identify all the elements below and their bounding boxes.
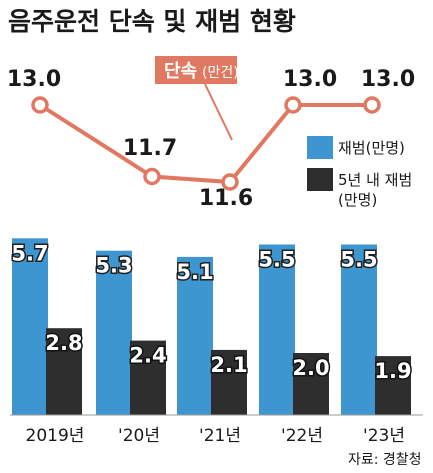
x-tick-0: 2019년 <box>26 426 85 446</box>
legend-label-5yr-unit: (만명) <box>338 191 377 209</box>
chart-title: 음주운전 단속 및 재범 현황 <box>8 7 296 36</box>
bar-repeat-0 <box>12 238 48 415</box>
line-point-2 <box>221 173 239 191</box>
bar-label-5yr-4: 1.9 <box>374 359 411 383</box>
x-tick-1: '20년 <box>118 426 160 446</box>
bar-label-5yr-1: 2.4 <box>129 344 166 368</box>
callout-box <box>155 56 237 84</box>
bar-label-repeat-1: 5.3 <box>95 254 132 278</box>
line-label-4: 13.0 <box>361 67 415 92</box>
line-point-1 <box>143 167 161 186</box>
legend-swatch-5yr <box>307 168 333 191</box>
bar-label-repeat-3: 5.5 <box>258 248 295 272</box>
line-label-3: 13.0 <box>283 67 337 92</box>
line-point-4 <box>363 96 381 114</box>
legend-label-5yr: 5년 내 재범 <box>338 171 412 189</box>
bar-5yr-2 <box>211 349 247 415</box>
line-label-0: 13.0 <box>7 67 61 92</box>
bar-label-5yr-2: 2.1 <box>210 353 247 377</box>
line-series: 13.0 11.7 11.6 13.0 13.0 <box>7 67 415 211</box>
line-point-3 <box>284 96 302 114</box>
bar-label-repeat-2: 5.1 <box>176 260 213 284</box>
bar-5yr-4 <box>375 356 411 415</box>
legend-label-repeat: 재범(만명) <box>338 139 405 157</box>
bars: 5.7 2.8 5.3 2.4 5.1 2.1 5.5 2.0 5.5 1.9 <box>10 238 413 415</box>
bar-repeat-1 <box>96 250 132 415</box>
legend: 재범(만명) 5년 내 재범 (만명) <box>307 136 412 209</box>
line-label-1: 11.7 <box>123 136 177 161</box>
bar-repeat-3 <box>259 244 295 415</box>
legend-swatch-repeat <box>307 136 333 159</box>
callout-pointer <box>204 83 233 141</box>
bar-5yr-3 <box>293 353 329 415</box>
callout-unit: (만건) <box>202 65 239 81</box>
bar-label-repeat-0: 5.7 <box>11 241 48 265</box>
line-callout: 단속 (만건) <box>155 56 239 84</box>
x-axis-ticks: 2019년 '20년 '21년 '22년 '23년 <box>26 426 405 446</box>
bar-label-5yr-3: 2.0 <box>292 356 329 380</box>
bar-repeat-4 <box>341 244 377 415</box>
bar-5yr-1 <box>130 340 166 415</box>
source-note: 자료: 경찰청 <box>348 452 422 468</box>
bar-5yr-0 <box>46 328 82 415</box>
bar-repeat-2 <box>177 256 213 415</box>
line-point-0 <box>31 96 49 114</box>
x-tick-3: '22년 <box>281 426 323 446</box>
line-label-2: 11.6 <box>199 186 253 211</box>
bar-label-repeat-4: 5.5 <box>340 248 377 272</box>
callout-series-name: 단속 <box>164 61 197 82</box>
x-tick-2: '21년 <box>199 426 241 446</box>
bar-label-5yr-0: 2.8 <box>45 331 82 355</box>
x-tick-4: '23년 <box>363 426 405 446</box>
